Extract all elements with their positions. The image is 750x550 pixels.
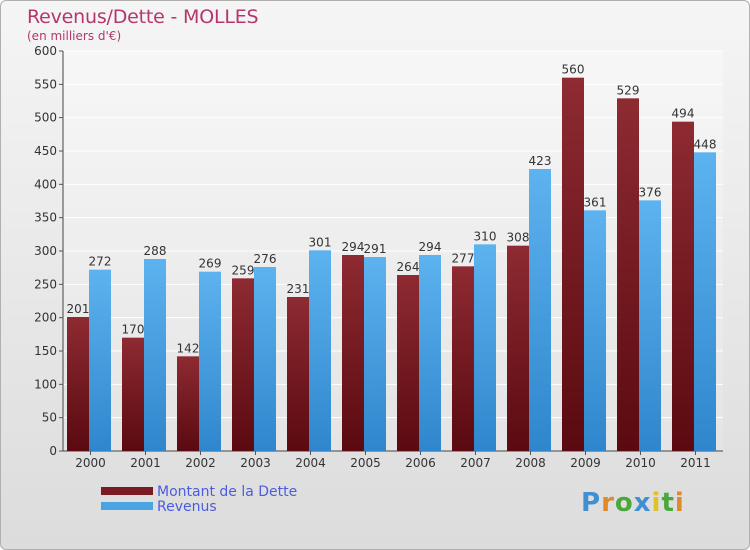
x-tick-label: 2004 <box>295 456 326 470</box>
legend-label-revenus: Revenus <box>157 499 217 515</box>
bar-revenus <box>254 267 276 451</box>
chart-subtitle: (en milliers d'€) <box>27 29 122 43</box>
x-tick-label: 2010 <box>625 456 656 470</box>
x-tick-label: 2001 <box>130 456 161 470</box>
bar-revenus <box>529 169 551 451</box>
logo-letter: x <box>633 488 652 518</box>
data-label-dette: 294 <box>342 240 365 254</box>
data-label-revenus: 448 <box>694 137 717 151</box>
bar-revenus <box>89 269 111 451</box>
data-label-revenus: 423 <box>529 154 552 168</box>
bar-revenus <box>309 250 331 451</box>
y-tick-label: 250 <box>34 277 57 291</box>
data-label-dette: 308 <box>507 231 530 245</box>
y-tick-label: 0 <box>49 444 57 458</box>
bar-dette <box>507 245 529 451</box>
y-tick-label: 350 <box>34 211 57 225</box>
chart-title: Revenus/Dette - MOLLES <box>27 6 259 28</box>
logo-letter: o <box>614 488 634 518</box>
logo-letter: t <box>661 488 675 518</box>
data-label-dette: 560 <box>562 63 585 77</box>
data-label-dette: 494 <box>672 107 695 121</box>
logo-letter: i <box>674 488 685 518</box>
legend-swatch-revenus <box>101 502 153 510</box>
bar-dette <box>617 98 639 451</box>
x-tick-label: 2007 <box>460 456 491 470</box>
data-label-dette: 231 <box>287 282 310 296</box>
proxiti-logo: Proxiti <box>581 488 685 518</box>
bar-revenus <box>694 152 716 452</box>
y-tick-label: 600 <box>34 44 57 58</box>
bar-dette <box>287 297 309 451</box>
bar-dette <box>397 275 419 451</box>
data-label-dette: 264 <box>397 260 420 274</box>
bar-revenus <box>474 244 496 451</box>
data-label-dette: 277 <box>452 251 475 265</box>
legend-swatch-dette <box>101 487 153 495</box>
data-label-revenus: 361 <box>584 195 607 209</box>
x-tick-label: 2000 <box>75 456 106 470</box>
bar-revenus <box>144 259 166 451</box>
data-label-revenus: 291 <box>364 242 387 256</box>
y-tick-label: 550 <box>34 77 57 91</box>
bar-dette <box>452 266 474 451</box>
data-label-dette: 170 <box>122 323 145 337</box>
data-label-dette: 142 <box>177 341 200 355</box>
logo-letter: i <box>651 488 662 518</box>
data-label-revenus: 276 <box>254 252 277 266</box>
bar-revenus <box>199 271 221 451</box>
data-label-revenus: 301 <box>309 235 332 249</box>
bar-dette <box>342 255 364 451</box>
data-label-revenus: 288 <box>144 244 167 258</box>
bar-dette <box>562 77 584 452</box>
bar-dette <box>122 337 144 451</box>
bar-revenus <box>584 210 606 451</box>
data-label-revenus: 294 <box>419 240 442 254</box>
x-tick-label: 2005 <box>350 456 381 470</box>
bar-dette <box>232 278 254 451</box>
x-tick-label: 2009 <box>570 456 601 470</box>
data-label-revenus: 269 <box>199 257 222 271</box>
x-tick-label: 2002 <box>185 456 216 470</box>
x-tick-label: 2011 <box>680 456 711 470</box>
data-label-dette: 529 <box>617 83 640 97</box>
y-tick-label: 500 <box>34 111 57 125</box>
x-tick-label: 2008 <box>515 456 546 470</box>
y-tick-label: 150 <box>34 344 57 358</box>
data-label-dette: 259 <box>232 263 255 277</box>
bar-dette <box>177 356 199 451</box>
data-label-revenus: 376 <box>639 185 662 199</box>
legend-label-dette: Montant de la Dette <box>157 484 298 500</box>
data-label-revenus: 272 <box>89 255 112 269</box>
x-tick-label: 2003 <box>240 456 271 470</box>
y-tick-label: 50 <box>42 411 57 425</box>
data-label-dette: 201 <box>67 302 90 316</box>
y-tick-label: 400 <box>34 177 57 191</box>
y-tick-label: 450 <box>34 144 57 158</box>
bar-revenus <box>639 200 661 451</box>
data-label-revenus: 310 <box>474 229 497 243</box>
bar-revenus <box>364 257 386 451</box>
y-tick-label: 100 <box>34 377 57 391</box>
logo-letter: r <box>601 488 615 518</box>
y-tick-label: 200 <box>34 311 57 325</box>
bar-dette <box>672 121 694 452</box>
y-tick-label: 300 <box>34 244 57 258</box>
bar-dette <box>67 317 89 451</box>
logo-letter: P <box>581 488 602 518</box>
bar-revenus <box>419 255 441 451</box>
x-tick-label: 2006 <box>405 456 436 470</box>
